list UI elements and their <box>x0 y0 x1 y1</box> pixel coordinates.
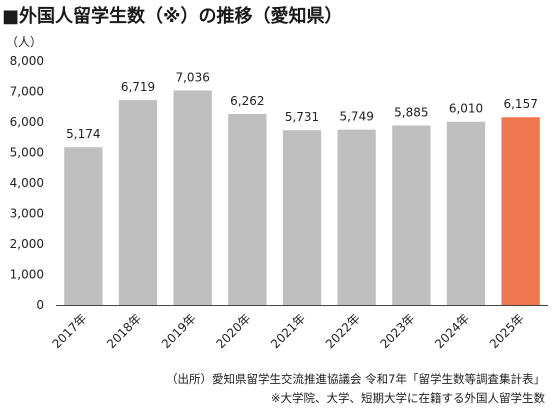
y-tick-label: 5,000 <box>10 146 44 160</box>
data-label: 7,036 <box>175 70 209 84</box>
bar-2022年 <box>337 129 376 305</box>
data-label: 6,157 <box>503 97 537 111</box>
bar-2024年 <box>446 121 486 305</box>
y-tick-label: 2,000 <box>10 237 44 251</box>
data-label: 6,010 <box>449 102 483 116</box>
y-tick-label: 4,000 <box>10 176 44 190</box>
bar-2020年 <box>228 114 267 305</box>
y-tick-label: 8,000 <box>10 54 44 68</box>
y-axis-unit-label: （人） <box>6 35 43 49</box>
x-tick-label: 2018年 <box>104 311 144 351</box>
x-tick-label: 2019年 <box>159 311 199 351</box>
x-tick-label: 2022年 <box>323 311 363 351</box>
chart-title: ■外国人留学生数（※）の推移（愛知県） <box>2 6 343 27</box>
bar-2018年 <box>118 100 158 306</box>
x-tick-label: 2025年 <box>487 311 527 351</box>
data-label: 5,174 <box>66 127 100 141</box>
bar-2021年 <box>282 130 322 305</box>
source-note: （出所）愛知県留学生交流推進協議会 令和7年「留学生数等調査集計表」 <box>166 372 545 386</box>
data-label: 5,749 <box>339 110 373 124</box>
x-tick-label: 2023年 <box>377 311 417 351</box>
y-tick-label: 1,000 <box>10 268 44 282</box>
data-label: 5,885 <box>394 106 428 120</box>
y-tick-label: 0 <box>36 298 44 312</box>
data-label: 6,262 <box>230 94 264 108</box>
bar-2019年 <box>173 90 212 305</box>
data-label: 6,719 <box>121 80 155 94</box>
x-tick-label: 2021年 <box>268 311 308 351</box>
y-tick-label: 7,000 <box>10 85 44 99</box>
x-tick-label: 2024年 <box>432 311 472 351</box>
bar-2025年 <box>501 117 540 305</box>
y-tick-label: 6,000 <box>10 115 44 129</box>
bar-2023年 <box>392 125 431 305</box>
footnote: ※大学院、大学、短期大学に在籍する外国人留学生数 <box>270 391 545 405</box>
data-label: 5,731 <box>285 110 319 124</box>
y-tick-label: 3,000 <box>10 207 44 221</box>
bar-2017年 <box>64 147 103 305</box>
x-tick-label: 2020年 <box>213 311 253 351</box>
x-tick-label: 2017年 <box>49 311 89 351</box>
